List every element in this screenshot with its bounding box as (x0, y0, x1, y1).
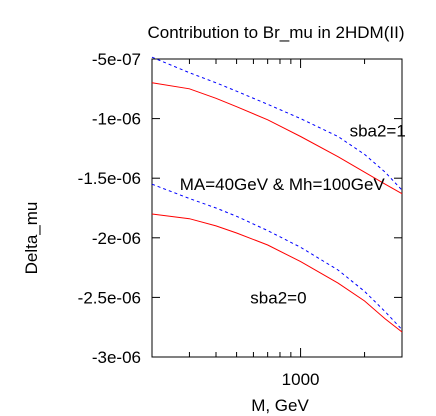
y-tick-label: -1.5e-06 (78, 169, 141, 188)
y-tick-label: -1e-06 (92, 110, 141, 129)
plot-frame (151, 58, 403, 358)
solid-line-0 (151, 82, 403, 195)
annotation-1: MA=40GeV & Mh=100GeV (180, 175, 386, 194)
y-tick-label: -2e-06 (92, 229, 141, 248)
annotation-0: sba2=1 (350, 122, 406, 141)
x-tick-label: 1000 (282, 370, 320, 389)
y-axis-label: Delta_mu (22, 202, 41, 275)
x-axis-label: M, GeV (251, 396, 309, 415)
solid-line-2 (151, 213, 403, 333)
y-tick-label: -2.5e-06 (78, 288, 141, 307)
y-tick-label: -5e-07 (92, 50, 141, 69)
annotation-2: sba2=0 (250, 288, 306, 307)
y-tick-label: -3e-06 (92, 348, 141, 367)
plot-area: -5e-07 -1e-06 -1.5e-06 -2e-06 -2.5e-06 -3e-06… (78, 50, 406, 389)
dashed-line-1 (151, 56, 403, 191)
dashed-line-3 (151, 183, 403, 330)
chart-title: Contribution to Br_mu in 2HDM(II) (148, 23, 405, 42)
